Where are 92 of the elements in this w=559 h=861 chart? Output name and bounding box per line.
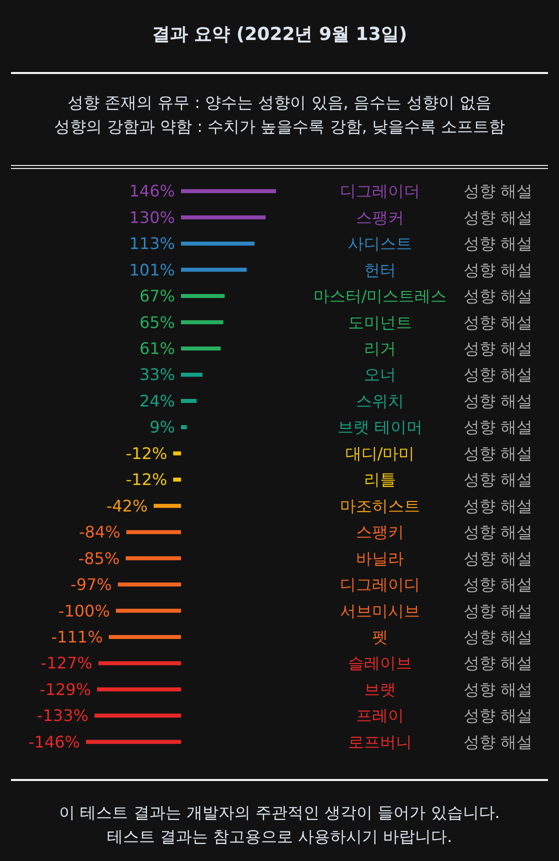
y-tick-label: 도미넌트 [348, 312, 412, 332]
text: 성향 해설 [463, 418, 533, 437]
bar [181, 215, 266, 220]
bar [173, 478, 181, 482]
bar [181, 189, 276, 194]
text: 이 테스트 결과는 개발자의 주관적인 생각이 들어가 있습니다. [58, 802, 501, 824]
y-tick-label: 로프버니 [348, 732, 412, 752]
data-label: -127% [40, 654, 92, 673]
data-label: 65% [139, 312, 175, 332]
y-tick-label: 스팽키 [356, 522, 404, 542]
bar [173, 451, 181, 456]
y-tick-label: 대디/마미 [345, 444, 415, 463]
y-tick-label: 사디스트 [348, 234, 412, 254]
data-label: 24% [139, 391, 175, 410]
y-tick-label: 오너 [364, 365, 396, 384]
y-tick-label: 펫 [372, 627, 388, 646]
text: 성향 해설 [463, 182, 533, 201]
y-tick-label: 스위치 [356, 391, 404, 410]
y-tick-label: 마조히스트 [340, 496, 420, 516]
text: 성향 해설 [463, 654, 533, 673]
data-label: 146% [129, 182, 175, 201]
data-label: -12% [126, 444, 168, 463]
text: 성향 해설 [463, 470, 533, 490]
y-tick-label: 브랫 [364, 680, 396, 699]
text: 성향 해설 [463, 208, 533, 227]
y-tick-label: 프레이 [356, 706, 404, 726]
bar [181, 346, 221, 350]
text: 성향 해설 [463, 234, 533, 254]
text: 성향 해설 [463, 338, 533, 358]
data-label: -85% [78, 548, 120, 568]
text: 성향 해설 [463, 680, 533, 699]
bar [181, 372, 202, 377]
data-label: 101% [129, 260, 175, 280]
text: 성향 해설 [463, 496, 533, 516]
bar [126, 530, 181, 534]
text: 성향 해설 [463, 286, 533, 306]
y-tick-label: 마스터/미스트레스 [313, 286, 447, 306]
bar [181, 268, 247, 272]
bar [94, 714, 181, 718]
y-tick-label: 헌터 [364, 260, 396, 280]
y-tick-label: 슬레이브 [348, 654, 412, 673]
bar [98, 661, 181, 666]
chart-subtitle: 성향 존재의 유무 : 양수는 성향이 있음, 음수는 성향이 없음 성향의 강함과 약함 : 수치가 높을수록 강함, 낮을수록 소프트함 [52, 92, 506, 138]
data-label: -100% [58, 601, 110, 620]
chart-title: 결과 요약 (2022년 9월 13일) [150, 24, 408, 46]
bar [181, 320, 224, 324]
y-tick-label: 디그레이디 [340, 575, 420, 594]
data-label: 33% [139, 365, 175, 384]
text: 성향 해설 [463, 601, 533, 620]
bar [116, 608, 181, 613]
text: 성향 해설 [463, 312, 533, 332]
data-label: -133% [36, 706, 88, 726]
text: 성향 해설 [463, 706, 533, 726]
bar [86, 740, 181, 744]
data-label: 9% [150, 418, 175, 437]
y-tick-label: 리거 [364, 338, 396, 358]
bar [154, 504, 181, 508]
text: 성향 해설 [463, 365, 533, 384]
bar [181, 398, 197, 403]
text: 성향 해설 [463, 444, 533, 463]
y-tick-label: 바닐라 [356, 548, 404, 568]
y-tick-label: 스팽커 [356, 208, 404, 227]
data-label: 113% [129, 234, 175, 254]
text: 성향 해설 [463, 575, 533, 594]
y-tick-label: 디그레이더 [340, 182, 420, 201]
data-label: -84% [79, 522, 120, 542]
bar [97, 687, 181, 692]
text: 성향 해설 [463, 548, 533, 568]
data-label: -12% [126, 470, 168, 490]
data-label: -111% [51, 627, 103, 646]
y-tick-label: 서브미시브 [340, 601, 420, 620]
data-label: 67% [139, 286, 175, 306]
bar [181, 294, 225, 298]
y-tick-label: 리틀 [364, 470, 396, 490]
y-tick-label: 브랫 테이머 [337, 418, 423, 437]
data-label: -146% [28, 732, 80, 752]
text: 테스트 결과는 참고용으로 사용하시기 바랍니다. [106, 826, 454, 848]
text: 성향 해설 [463, 522, 533, 542]
data-label: 130% [129, 208, 175, 227]
data-label: 61% [139, 338, 175, 358]
data-label: -42% [106, 496, 148, 516]
bar [118, 582, 181, 587]
text: 성향 해설 [463, 627, 533, 646]
bar [181, 242, 255, 246]
text: 성향 해설 [463, 732, 533, 752]
bar [181, 425, 187, 430]
text: 성향 해설 [463, 391, 533, 410]
bar [108, 634, 181, 639]
text: 성향 해설 [463, 260, 533, 280]
data-label: -129% [40, 680, 92, 699]
data-label: -97% [70, 575, 112, 594]
bar [126, 556, 181, 560]
